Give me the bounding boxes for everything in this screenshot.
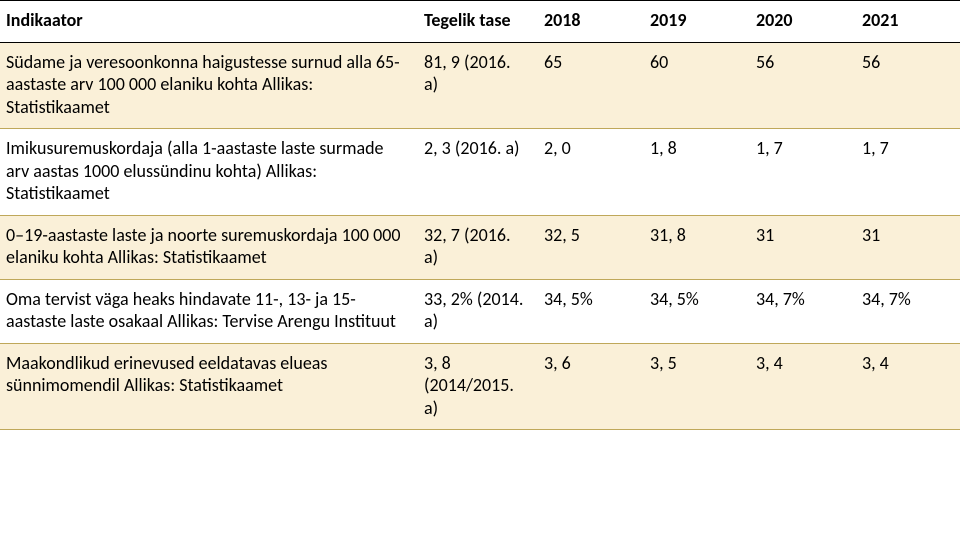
col-header-tegelik-tase: Tegelik tase: [418, 1, 538, 43]
table-cell: 32, 5: [538, 215, 644, 279]
table-cell: Maakondlikud erinevused eeldatavas eluea…: [0, 343, 418, 430]
table-cell: Oma tervist väga heaks hindavate 11-, 13…: [0, 279, 418, 343]
table-cell: 65: [538, 42, 644, 129]
table-cell: 2, 3 (2016. a): [418, 129, 538, 216]
table-row: Imikusuremuskordaja (alla 1-aastaste las…: [0, 129, 960, 216]
table-row: Oma tervist väga heaks hindavate 11-, 13…: [0, 279, 960, 343]
table-cell: 0–19-aastaste laste ja noorte suremuskor…: [0, 215, 418, 279]
table-cell: 31, 8: [644, 215, 750, 279]
table-cell: 31: [750, 215, 856, 279]
table-cell: 56: [856, 42, 960, 129]
col-header-2020: 2020: [750, 1, 856, 43]
table-header-row: Indikaator Tegelik tase 2018 2019 2020 2…: [0, 1, 960, 43]
table-cell: 1, 7: [856, 129, 960, 216]
table-cell: 3, 8 (2014/2015. a): [418, 343, 538, 430]
col-header-2019: 2019: [644, 1, 750, 43]
table-cell: 32, 7 (2016. a): [418, 215, 538, 279]
table-cell: 3, 4: [856, 343, 960, 430]
indicators-table: Indikaator Tegelik tase 2018 2019 2020 2…: [0, 0, 960, 430]
table-cell: 34, 7%: [856, 279, 960, 343]
table-cell: Südame ja veresoonkonna haigustesse surn…: [0, 42, 418, 129]
table-cell: 31: [856, 215, 960, 279]
table-cell: 3, 6: [538, 343, 644, 430]
table-cell: 2, 0: [538, 129, 644, 216]
col-header-2021: 2021: [856, 1, 960, 43]
table-cell: 81, 9 (2016. a): [418, 42, 538, 129]
table-cell: 3, 5: [644, 343, 750, 430]
table-row: 0–19-aastaste laste ja noorte suremuskor…: [0, 215, 960, 279]
table-cell: 60: [644, 42, 750, 129]
col-header-2018: 2018: [538, 1, 644, 43]
table-row: Südame ja veresoonkonna haigustesse surn…: [0, 42, 960, 129]
table-cell: 56: [750, 42, 856, 129]
table-cell: 34, 5%: [644, 279, 750, 343]
table-cell: 1, 7: [750, 129, 856, 216]
table-cell: Imikusuremuskordaja (alla 1-aastaste las…: [0, 129, 418, 216]
table-cell: 3, 4: [750, 343, 856, 430]
table-body: Südame ja veresoonkonna haigustesse surn…: [0, 42, 960, 430]
table-cell: 34, 5%: [538, 279, 644, 343]
table-cell: 1, 8: [644, 129, 750, 216]
col-header-indikaator: Indikaator: [0, 1, 418, 43]
table-row: Maakondlikud erinevused eeldatavas eluea…: [0, 343, 960, 430]
table-cell: 33, 2% (2014. a): [418, 279, 538, 343]
table-cell: 34, 7%: [750, 279, 856, 343]
